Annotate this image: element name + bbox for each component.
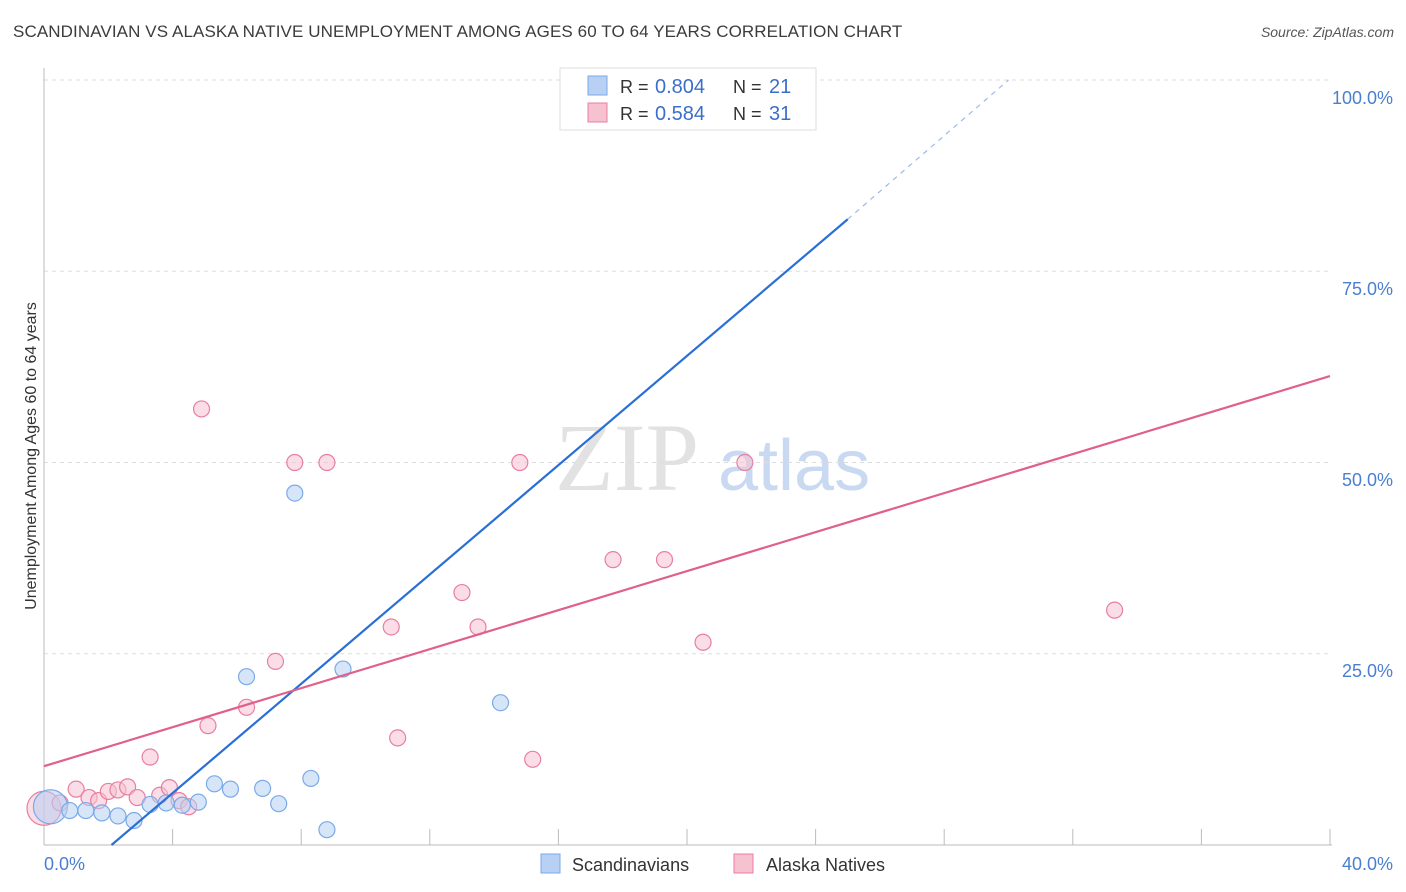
legend-n-label-1: N = [733,104,762,124]
scandinavian-point-19 [491,694,510,712]
alaska-native-point-25 [524,750,542,768]
legend-r-value-1: 0.584 [655,103,705,125]
legend-n-label-0: N = [733,77,762,97]
series-legend-swatch-scandinavians [540,853,561,874]
alaska-native-trend-line [43,375,1331,768]
stats-legend: R = 0.804 N = 21 R = 0.584 N = 31 [559,67,817,131]
alaska-native-point-27 [655,551,674,569]
scandinavian-point-9 [189,793,207,811]
scandinavian-point-11 [221,780,240,798]
scandinavian-point-4 [109,807,127,825]
alaska-native-point-26 [604,551,622,569]
scandinavian-point-5 [125,811,143,830]
legend-n-value-0: 21 [769,76,791,98]
scandinavian-point-10 [205,775,223,793]
alaska-native-point-14 [192,400,211,418]
legend-r-label-0: R = [620,77,649,97]
legend-r-label-1: R = [620,104,649,124]
alaska-native-point-9 [141,748,159,766]
scandinavian-point-14 [270,795,288,813]
alaska-native-point-24 [511,453,529,472]
alaska-native-point-21 [389,729,407,747]
source-label: Source: ZipAtlas.com [1260,24,1394,40]
x-axis-ticks [172,829,1331,845]
alaska-native-point-22 [453,583,471,602]
scandinavian-point-3 [93,804,111,822]
scandinavian-trend-extension [847,79,1009,220]
alaska-native-point-2 [67,780,85,798]
series-legend: Scandinavians Alaska Natives [540,853,885,875]
scandinavian-point-15 [286,484,304,502]
legend-n-value-1: 31 [769,103,791,125]
watermark-zip: ZIP [555,404,699,511]
y-tick-label-75: 75.0% [1342,279,1393,299]
scandinavian-point-12 [237,668,256,686]
scandinavian-point-1 [61,801,79,820]
series-legend-alaska-natives: Alaska Natives [766,855,885,875]
y-tick-label-100: 100.0% [1332,88,1393,108]
scandinavian-point-8 [173,796,191,814]
legend-swatch-scandinavians [587,75,608,96]
alaska-native-point-29 [736,453,754,472]
x-tick-label-40: 40.0% [1342,854,1393,874]
y-axis-title: Unemployment Among Ages 60 to 64 years [23,302,40,610]
chart-title: SCANDINAVIAN VS ALASKA NATIVE UNEMPLOYME… [13,22,903,41]
alaska-native-point-30 [1105,601,1124,619]
scandinavian-point-18 [334,660,352,678]
y-tick-label-25: 25.0% [1342,661,1393,681]
series-legend-swatch-alaska-natives [733,853,754,874]
alaska-native-point-28 [694,633,712,651]
gridlines [44,79,1330,655]
alaska-native-point-17 [266,652,285,671]
legend-swatch-alaska-natives [587,102,608,123]
scandinavian-point-17 [318,821,336,839]
scandinavian-point-2 [77,801,95,820]
alaska-native-point-7 [118,778,137,796]
alaska-native-point-20 [382,618,400,636]
data-points [26,71,1124,839]
legend-r-value-0: 0.804 [655,76,705,98]
trend-lines [43,79,1331,846]
alaska-native-point-15 [199,717,217,735]
scandinavian-point-16 [302,769,320,788]
series-legend-scandinavians: Scandinavians [572,855,689,875]
x-tick-label-0: 0.0% [44,854,85,874]
alaska-native-point-19 [318,453,336,472]
alaska-native-point-18 [286,453,304,472]
y-tick-label-50: 50.0% [1342,470,1393,490]
scandinavian-trend-line [110,218,849,846]
scandinavian-point-6 [141,795,159,814]
scandinavian-point-13 [254,779,272,797]
